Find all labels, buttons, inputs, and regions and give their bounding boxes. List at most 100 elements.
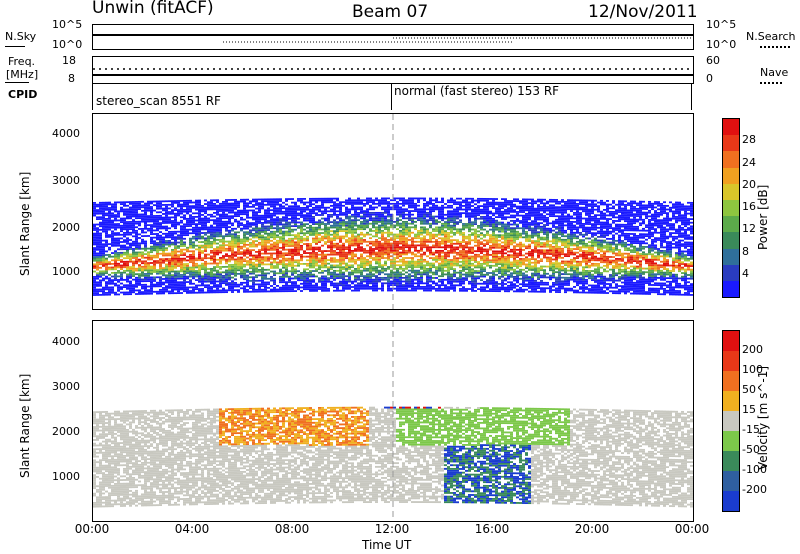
heatmap-cell <box>351 257 354 260</box>
heatmap-cell <box>243 218 246 221</box>
heatmap-cell <box>177 209 180 211</box>
heatmap-cell <box>465 279 468 281</box>
heatmap-cell <box>423 273 426 276</box>
heatmap-cell <box>156 249 159 252</box>
heatmap-cell <box>165 265 168 268</box>
heatmap-cell <box>393 258 396 261</box>
heatmap-cell <box>120 266 123 269</box>
heatmap-cell <box>318 264 321 267</box>
heatmap-cell <box>228 202 231 205</box>
heatmap-cell <box>468 239 471 242</box>
heatmap-cell <box>432 210 435 213</box>
heatmap-cell <box>282 275 285 278</box>
heatmap-cell <box>162 292 165 295</box>
heatmap-cell <box>393 273 396 276</box>
heatmap-cell <box>345 255 348 258</box>
heatmap-cell <box>222 202 225 205</box>
heatmap-cell <box>294 210 297 213</box>
heatmap-cell <box>300 207 303 209</box>
heatmap-cell <box>210 262 213 265</box>
heatmap-cell <box>186 234 189 237</box>
heatmap-cell <box>405 242 408 245</box>
heatmap-cell <box>270 236 273 239</box>
heatmap-cell <box>336 269 339 272</box>
heatmap-cell <box>240 222 243 225</box>
heatmap-cell <box>444 239 447 242</box>
heatmap-cell <box>405 280 408 283</box>
heatmap-cell <box>354 242 357 245</box>
heatmap-cell <box>204 286 207 289</box>
heatmap-cell <box>432 222 435 225</box>
heatmap-cell <box>285 200 288 202</box>
heatmap-cell <box>171 259 174 262</box>
heatmap-cell <box>405 282 408 285</box>
heatmap-cell <box>147 215 150 218</box>
heatmap-cell <box>144 227 147 230</box>
nave-tick-bottom: 0 <box>706 72 713 85</box>
heatmap-cell <box>234 262 237 264</box>
heatmap-cell <box>336 232 339 234</box>
heatmap-cell <box>159 288 162 291</box>
heatmap-cell <box>252 236 255 239</box>
heatmap-cell <box>330 280 333 283</box>
heatmap-cell <box>420 231 423 234</box>
heatmap-cell <box>258 259 261 262</box>
heatmap-cell <box>246 215 249 217</box>
heatmap-cell <box>264 229 267 231</box>
heatmap-cell <box>168 203 171 206</box>
heatmap-cell <box>417 278 420 281</box>
heatmap-cell <box>147 276 150 279</box>
heatmap-cell <box>294 201 297 204</box>
heatmap-cell <box>240 198 243 201</box>
heatmap-cell <box>357 201 360 204</box>
heatmap-cell <box>432 230 435 232</box>
heatmap-cell <box>180 236 183 238</box>
heatmap-cell <box>234 289 237 292</box>
heatmap-cell <box>366 199 369 202</box>
heatmap-cell <box>252 216 255 219</box>
heatmap-cell <box>411 204 414 207</box>
heatmap-cell <box>168 279 171 282</box>
heatmap-cell <box>375 215 378 218</box>
heatmap-cell <box>408 222 411 225</box>
heatmap-cell <box>171 223 174 226</box>
heatmap-cell <box>240 276 243 279</box>
heatmap-cell <box>240 211 243 214</box>
heatmap-cell <box>171 256 174 259</box>
heatmap-cell <box>222 222 225 225</box>
heatmap-cell <box>306 262 309 265</box>
heatmap-cell <box>348 246 351 249</box>
heatmap-cell <box>411 251 414 254</box>
heatmap-cell <box>237 267 240 270</box>
nave-tick-top: 60 <box>706 54 720 67</box>
heatmap-cell <box>186 263 189 265</box>
heatmap-cell <box>255 269 258 271</box>
heatmap-cell <box>381 255 384 258</box>
heatmap-cell <box>435 273 438 276</box>
heatmap-cell <box>468 241 471 243</box>
heatmap-cell <box>444 260 447 263</box>
heatmap-cell <box>378 201 381 203</box>
heatmap-cell <box>390 289 393 292</box>
heatmap-cell <box>378 260 381 263</box>
heatmap-cell <box>402 260 405 263</box>
heatmap-cell <box>339 253 342 256</box>
heatmap-cell <box>261 207 264 210</box>
heatmap-cell <box>294 277 297 280</box>
heatmap-cell <box>303 279 306 282</box>
heatmap-cell <box>348 260 351 263</box>
heatmap-cell <box>198 264 201 267</box>
heatmap-cell <box>276 223 279 226</box>
heatmap-cell <box>183 263 186 265</box>
heatmap-cell <box>111 244 114 247</box>
heatmap-cell <box>285 216 288 219</box>
heatmap-cell <box>411 197 414 200</box>
heatmap-cell <box>429 237 432 240</box>
heatmap-cell <box>159 270 162 273</box>
heatmap-cell <box>351 213 354 216</box>
heatmap-cell <box>351 215 354 218</box>
heatmap-cell <box>96 236 99 239</box>
heatmap-cell <box>210 231 213 234</box>
heatmap-cell <box>105 214 108 217</box>
heatmap-cell <box>126 240 129 243</box>
